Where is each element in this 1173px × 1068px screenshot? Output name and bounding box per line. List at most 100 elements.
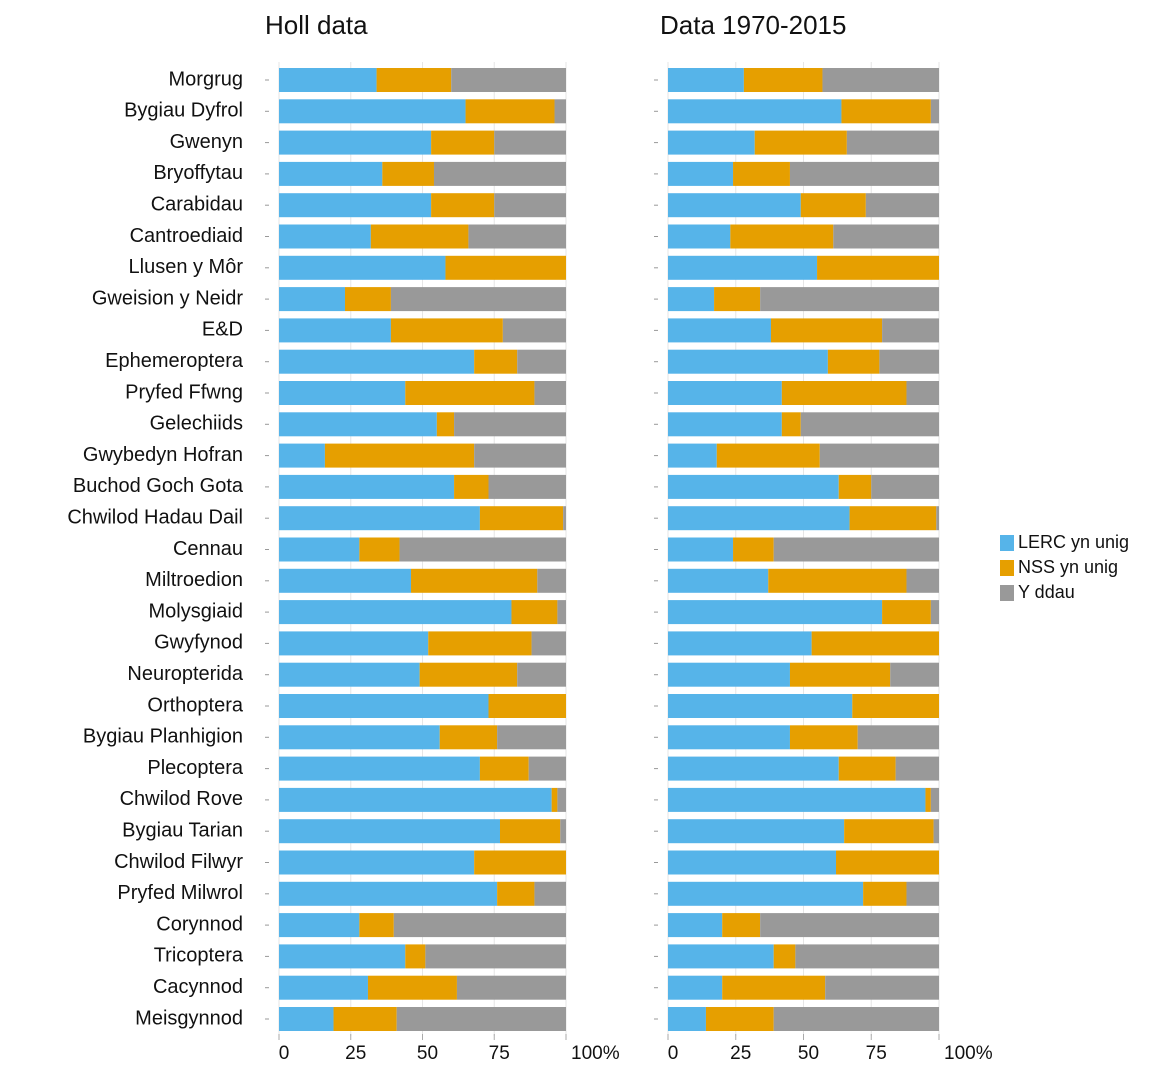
category-label: Tricoptera	[154, 945, 244, 967]
bar-segment	[933, 819, 939, 844]
bar-segment	[668, 1007, 706, 1031]
bar-segment	[279, 787, 552, 812]
bar-segment	[773, 537, 939, 562]
category-label: Chwilod Hadau Dail	[67, 506, 243, 528]
bar-segment	[846, 130, 939, 155]
bar-segment	[499, 819, 561, 844]
bar-segment	[825, 975, 939, 1000]
bar-segment	[668, 975, 723, 1000]
category-label: Gelechiids	[150, 413, 243, 435]
category-label: Carabidau	[151, 193, 243, 215]
bar-segment	[781, 412, 801, 437]
bar-segment	[668, 756, 839, 781]
bar-segment	[817, 255, 939, 280]
bar-segment	[534, 381, 566, 405]
bar-segment	[324, 443, 475, 468]
bar-segment	[488, 694, 566, 718]
category-label: Neuropterida	[127, 663, 244, 685]
bar-segment	[370, 224, 469, 249]
bar-segment	[789, 662, 891, 687]
bar-segment	[789, 161, 939, 186]
category-label: Chwilod Rove	[120, 788, 243, 810]
bar-segment	[882, 600, 931, 625]
bar-segment	[563, 506, 566, 531]
bar-segment	[668, 662, 790, 687]
bar-segment	[768, 568, 907, 593]
bar-segment	[800, 193, 866, 218]
bar-segment	[367, 975, 457, 1000]
bar-segment	[879, 349, 939, 374]
bar-segment	[833, 224, 939, 249]
category-label: Gwybedyn Hofran	[83, 444, 243, 466]
bar-segment	[668, 349, 828, 374]
bar-segment	[668, 725, 790, 750]
x-tick-label: 100%	[571, 1043, 620, 1064]
bar-segment	[517, 349, 566, 374]
bar-segment	[871, 474, 939, 499]
bar-segment	[789, 725, 858, 750]
category-label: Cacynnod	[153, 976, 243, 998]
bar-segment	[393, 913, 566, 938]
bar-segment	[396, 1007, 566, 1031]
bar-segment	[279, 819, 500, 844]
bar-segment	[930, 600, 939, 625]
bar-segment	[474, 850, 566, 875]
bar-segment	[668, 287, 715, 312]
bar-segment	[279, 662, 420, 687]
bar-segment	[411, 568, 538, 593]
bar-segment	[279, 412, 437, 437]
bar-segment	[333, 1007, 397, 1031]
bar-segment	[376, 68, 452, 92]
bar-segment	[849, 506, 937, 531]
bar-segment	[279, 881, 498, 906]
bar-segment	[454, 412, 566, 437]
bar-segment	[454, 474, 489, 499]
bar-segment	[836, 850, 939, 875]
bar-segment	[560, 819, 566, 844]
bar-segment	[534, 881, 566, 906]
category-label: Bygiau Tarian	[122, 819, 243, 841]
bar-segment	[770, 318, 883, 343]
bar-segment	[279, 975, 368, 1000]
bar-segment	[279, 443, 325, 468]
bar-segment	[930, 787, 939, 812]
category-label: Bygiau Dyfrol	[124, 100, 243, 122]
bar-segment	[279, 287, 346, 312]
category-label: Pryfed Milwrol	[117, 882, 243, 904]
bar-segment	[863, 881, 907, 906]
bar-segment	[819, 443, 939, 468]
category-label: Chwilod Filwyr	[114, 851, 243, 873]
category-label: Gwyfynod	[154, 632, 243, 654]
bar-segment	[668, 913, 723, 938]
bar-segment	[668, 474, 839, 499]
bar-segment	[279, 99, 466, 124]
bar-segment	[502, 318, 566, 343]
legend-swatch	[1000, 585, 1014, 601]
category-label: Ephemeroptera	[105, 350, 244, 372]
bar-segment	[668, 944, 774, 969]
x-tick-label: 25	[730, 1043, 751, 1064]
bar-segment	[841, 99, 931, 124]
bar-segment	[279, 130, 432, 155]
bar-segment	[468, 224, 566, 249]
bar-segment	[668, 506, 850, 531]
legend-swatch	[1000, 560, 1014, 576]
bar-segment	[517, 662, 566, 687]
bar-segment	[428, 631, 532, 656]
bar-segment	[795, 944, 939, 969]
category-label: Orthoptera	[147, 694, 243, 716]
bar-segment	[488, 474, 566, 499]
bar-segment	[668, 412, 782, 437]
bar-segment	[781, 381, 907, 405]
bar-segment	[279, 318, 391, 343]
bar-segment	[714, 287, 761, 312]
category-label: Llusen y Môr	[129, 256, 244, 278]
category-label: Molysgiaid	[149, 600, 243, 622]
bar-segment	[431, 130, 495, 155]
bar-segment	[716, 443, 820, 468]
bar-segment	[279, 631, 429, 656]
bar-segment	[754, 130, 847, 155]
bar-segment	[838, 474, 872, 499]
bar-segment	[722, 913, 761, 938]
